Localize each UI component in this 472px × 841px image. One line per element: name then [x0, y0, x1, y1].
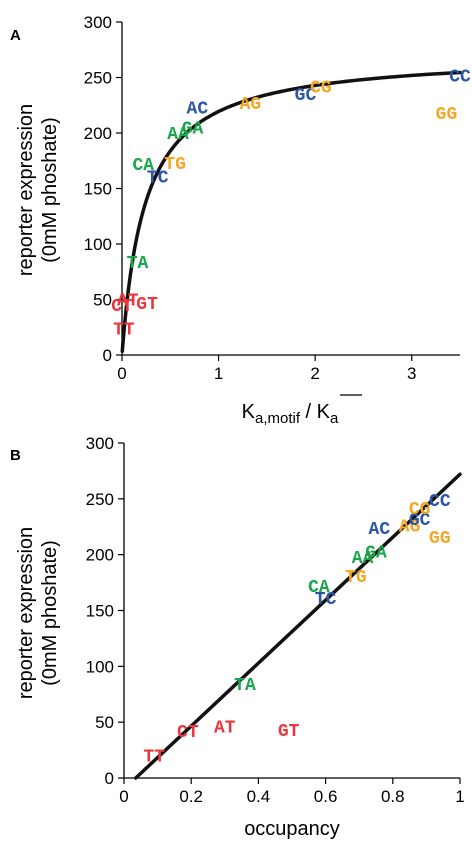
- panel-a-y-tick-label: 150: [84, 180, 112, 199]
- panel-b-x-tick-label: 0.6: [314, 787, 338, 806]
- panel-b-point-cg: CG: [409, 500, 431, 520]
- panel-b-ylabel-line2: (0mM phoshate): [39, 540, 61, 686]
- panel-a-xlabel: Ka,motif / Ka: [242, 401, 339, 427]
- panel-b-x-tick-label: 0: [119, 787, 128, 806]
- panel-a-point-gt: GT: [136, 295, 158, 315]
- panel-b-point-ta: TA: [234, 676, 256, 696]
- panel-b-point-cc: CC: [429, 492, 451, 512]
- panel-b-point-gg: GG: [429, 529, 451, 549]
- panel-b-fit-line-group: [134, 472, 462, 780]
- panel-b-y-axis-title: reporter expression (0mM phoshate): [15, 527, 61, 699]
- panel-b-point-gc: GC: [409, 511, 431, 531]
- panel-a-point-ac: AC: [187, 99, 209, 119]
- panel-a-y-tick-label: 0: [103, 346, 112, 365]
- panel-b-x-tick-label: 0.2: [179, 787, 203, 806]
- panel-b-y-tick-label: 250: [86, 490, 114, 509]
- panel-a-point-cc: CC: [449, 67, 471, 87]
- panel-b-chart: B 0 50 100 150 200 250 300 0 0.2 0.4 0.6 0.8 1 TT CT A…: [10, 434, 465, 840]
- panel-b-point-aa: AA: [352, 549, 374, 569]
- panel-a-y-tick-label: 250: [84, 69, 112, 88]
- panel-b-fit-line: [134, 472, 462, 780]
- panel-a-point-gg: GG: [436, 105, 458, 125]
- panel-a-x-tick-label: 3: [407, 364, 416, 383]
- panel-a-xlabel-sub2: a: [330, 410, 339, 427]
- panel-a-ylabel-line2: (0mM phoshate): [39, 117, 61, 263]
- panel-b-x-tick-label: 0.8: [381, 787, 405, 806]
- panel-a-point-ca: CA: [132, 156, 154, 176]
- panel-b-point-ca: CA: [308, 578, 330, 598]
- panel-a-xlabel-sub1: a,motif: [255, 410, 301, 427]
- panel-a-point-cg: CG: [310, 78, 332, 98]
- panel-b-point-at: AT: [214, 719, 236, 739]
- panel-b-point-gt: GT: [278, 722, 300, 742]
- panel-b-point-ga: GA: [365, 543, 387, 563]
- panel-b-point-ag: AG: [399, 518, 421, 538]
- panel-b-point-tc: TC: [315, 590, 337, 610]
- panel-a-point-tt: TT: [113, 320, 135, 340]
- panel-b-y-tick-label: 50: [95, 713, 114, 732]
- panel-b-label: B: [10, 447, 21, 464]
- panel-a-fit-curve-group: [120, 70, 462, 354]
- panel-a-y-tick-label: 300: [84, 13, 112, 32]
- panel-a-point-ga: GA: [182, 119, 204, 139]
- panel-b-y-tick-label: 200: [86, 546, 114, 565]
- panel-a-axes: 0 50 100 150 200 250 300 0 1 2 3: [84, 13, 460, 383]
- panel-a-x-tick-label: 1: [214, 364, 223, 383]
- panel-a-point-ta: TA: [127, 254, 149, 274]
- panel-a-ylabel-line1: reporter expression: [15, 104, 37, 276]
- panel-a-y-tick-label: 100: [84, 235, 112, 254]
- panel-b-x-tick-label: 1: [455, 787, 464, 806]
- panel-a-x-tick-label: 2: [310, 364, 319, 383]
- panel-a-x-tick-label: 0: [117, 364, 126, 383]
- panel-a-point-tc: TC: [147, 168, 169, 188]
- panel-a-point-aa: AA: [167, 125, 189, 145]
- panel-a-point-at: AT: [117, 292, 139, 312]
- panel-b-x-tick-label: 0.4: [247, 787, 271, 806]
- panel-b-ylabel-line1: reporter expression: [15, 527, 37, 699]
- panel-a-label: A: [10, 27, 21, 44]
- panel-b-y-tick-label: 150: [86, 602, 114, 621]
- panel-a-point-ag: AG: [240, 95, 262, 115]
- panel-b-y-tick-label: 300: [86, 434, 114, 453]
- panel-a-point-gc: GC: [295, 86, 317, 106]
- panel-a-xlabel-k: K: [242, 401, 256, 423]
- panel-b-xlabel: occupancy: [244, 818, 340, 840]
- panel-b-point-ac: AC: [369, 520, 391, 540]
- panel-a-xlabel-kbar: K: [317, 401, 331, 423]
- panel-b-point-tt: TT: [143, 748, 165, 768]
- panel-b-point-ct: CT: [177, 723, 199, 743]
- panel-b-point-tg: TG: [345, 568, 367, 588]
- panel-b-axes: 0 50 100 150 200 250 300 0 0.2 0.4 0.6 0.8 1: [86, 434, 465, 806]
- panel-a-fit-curve: [120, 70, 462, 354]
- panel-a-point-tg: TG: [164, 155, 186, 175]
- panel-b-y-tick-label: 100: [86, 657, 114, 676]
- panel-a-y-axis-title: reporter expression (0mM phoshate): [15, 104, 61, 276]
- panel-a-y-tick-label: 50: [93, 291, 112, 310]
- panel-a-y-tick-label: 200: [84, 124, 112, 143]
- panel-a-xlabel-sep: /: [300, 401, 317, 423]
- panel-a-point-ct: CT: [111, 297, 133, 317]
- panel-b-y-tick-label: 0: [105, 769, 114, 788]
